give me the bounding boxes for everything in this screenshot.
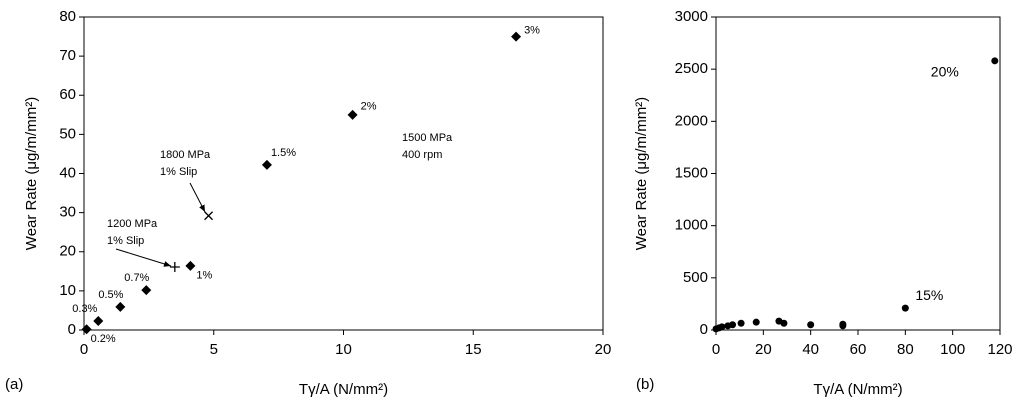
y-tick-label: 0 bbox=[68, 321, 76, 338]
point bbox=[839, 320, 847, 328]
panel-label: (b) bbox=[636, 376, 654, 393]
y-tick-label: 60 bbox=[59, 86, 76, 103]
point bbox=[185, 260, 196, 271]
annotation-arrow bbox=[189, 182, 206, 213]
annotation: 400 rpm bbox=[402, 149, 442, 161]
y-tick-label: 500 bbox=[683, 269, 708, 286]
point bbox=[93, 316, 104, 327]
y-tick-label: 80 bbox=[59, 8, 76, 25]
point bbox=[780, 319, 788, 327]
y-axis-title: Wear Rate (μg/m/mm²) bbox=[633, 97, 650, 250]
x-tick-label: 15 bbox=[465, 341, 482, 358]
point-label: 1% bbox=[196, 270, 212, 282]
x-tick-label: 80 bbox=[897, 341, 914, 358]
x-tick-label: 10 bbox=[335, 341, 352, 358]
point bbox=[718, 323, 726, 331]
point-label: 0.5% bbox=[98, 289, 123, 301]
x-tick-label: 20 bbox=[755, 341, 772, 358]
x-tick-label: 100 bbox=[940, 341, 965, 358]
point bbox=[169, 262, 180, 273]
y-tick-label: 40 bbox=[59, 164, 76, 181]
y-tick-label: 2500 bbox=[675, 60, 708, 77]
point bbox=[204, 211, 214, 221]
point bbox=[901, 304, 909, 312]
point-label: 0.3% bbox=[72, 303, 97, 315]
point bbox=[261, 159, 272, 170]
point bbox=[991, 57, 999, 65]
y-tick-label: 0 bbox=[700, 321, 708, 338]
point-label: 2% bbox=[361, 101, 377, 113]
panel-label: (a) bbox=[5, 376, 23, 393]
annotation-arrow bbox=[115, 248, 172, 267]
annotation: 1500 MPa bbox=[402, 132, 453, 144]
point-label: 3% bbox=[524, 24, 540, 36]
point bbox=[141, 285, 152, 296]
point bbox=[737, 319, 745, 327]
y-tick-label: 20 bbox=[59, 243, 76, 260]
y-tick-label: 50 bbox=[59, 125, 76, 142]
x-tick-label: 20 bbox=[595, 341, 612, 358]
x-tick-label: 40 bbox=[802, 341, 819, 358]
annotation: 1% Slip bbox=[160, 166, 197, 178]
y-tick-label: 30 bbox=[59, 204, 76, 221]
annotation: 1% Slip bbox=[107, 235, 144, 247]
y-tick-label: 70 bbox=[59, 47, 76, 64]
y-tick-label: 1500 bbox=[675, 164, 708, 181]
x-tick-label: 0 bbox=[80, 341, 88, 358]
y-tick-label: 3000 bbox=[675, 8, 708, 25]
y-tick-label: 2000 bbox=[675, 112, 708, 129]
x-tick-label: 120 bbox=[987, 341, 1012, 358]
point bbox=[511, 31, 522, 42]
point bbox=[752, 318, 760, 326]
point bbox=[807, 321, 815, 329]
x-axis-title: Tγ/A (N/mm²) bbox=[813, 381, 902, 398]
x-axis-title: Tγ/A (N/mm²) bbox=[299, 381, 388, 398]
point-label: 0.7% bbox=[124, 272, 149, 284]
point-label: 0.2% bbox=[91, 333, 116, 345]
point-label: 15% bbox=[915, 287, 943, 303]
x-tick-label: 0 bbox=[712, 341, 720, 358]
point bbox=[115, 301, 126, 312]
point bbox=[729, 321, 737, 329]
point bbox=[347, 109, 358, 120]
y-axis-title: Wear Rate (μg/m/mm²) bbox=[23, 97, 40, 250]
x-tick-label: 60 bbox=[850, 341, 867, 358]
x-tick-label: 5 bbox=[210, 341, 218, 358]
point-label: 1.5% bbox=[271, 147, 296, 159]
y-tick-label: 10 bbox=[59, 282, 76, 299]
point-label: 20% bbox=[931, 64, 959, 80]
annotation: 1200 MPa bbox=[107, 218, 158, 230]
point bbox=[81, 324, 92, 335]
y-tick-label: 1000 bbox=[675, 217, 708, 234]
annotation: 1800 MPa bbox=[160, 149, 211, 161]
